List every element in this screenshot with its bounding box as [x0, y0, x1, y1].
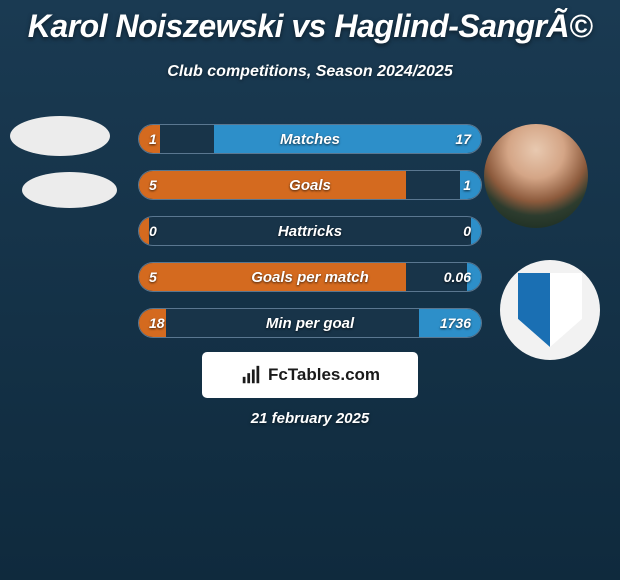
stat-row: 181736Min per goal — [138, 308, 482, 338]
stat-row: 50.06Goals per match — [138, 262, 482, 292]
stat-label: Goals — [139, 171, 481, 199]
player2-avatar — [484, 124, 588, 228]
stat-row: 51Goals — [138, 170, 482, 200]
stat-label: Min per goal — [139, 309, 481, 337]
stat-label: Matches — [139, 125, 481, 153]
stats-bars: 117Matches 51Goals 00Hattricks 50.06Goals p… — [138, 124, 482, 354]
comparison-card: Karol Noiszewski vs Haglind-SangrÃ© Club… — [0, 0, 620, 580]
brand-text: FcTables.com — [268, 365, 380, 385]
shield-icon — [518, 273, 582, 347]
stat-row: 117Matches — [138, 124, 482, 154]
player1-club-logo — [22, 172, 117, 208]
player1-avatar — [10, 116, 110, 156]
subtitle: Club competitions, Season 2024/2025 — [0, 63, 620, 81]
date-label: 21 february 2025 — [0, 410, 620, 427]
brand-badge[interactable]: FcTables.com — [202, 352, 418, 398]
player2-club-logo — [500, 260, 600, 360]
page-title: Karol Noiszewski vs Haglind-SangrÃ© — [0, 8, 620, 45]
stat-row: 00Hattricks — [138, 216, 482, 246]
bar-chart-icon — [240, 364, 262, 386]
stat-label: Goals per match — [139, 263, 481, 291]
stat-label: Hattricks — [139, 217, 481, 245]
